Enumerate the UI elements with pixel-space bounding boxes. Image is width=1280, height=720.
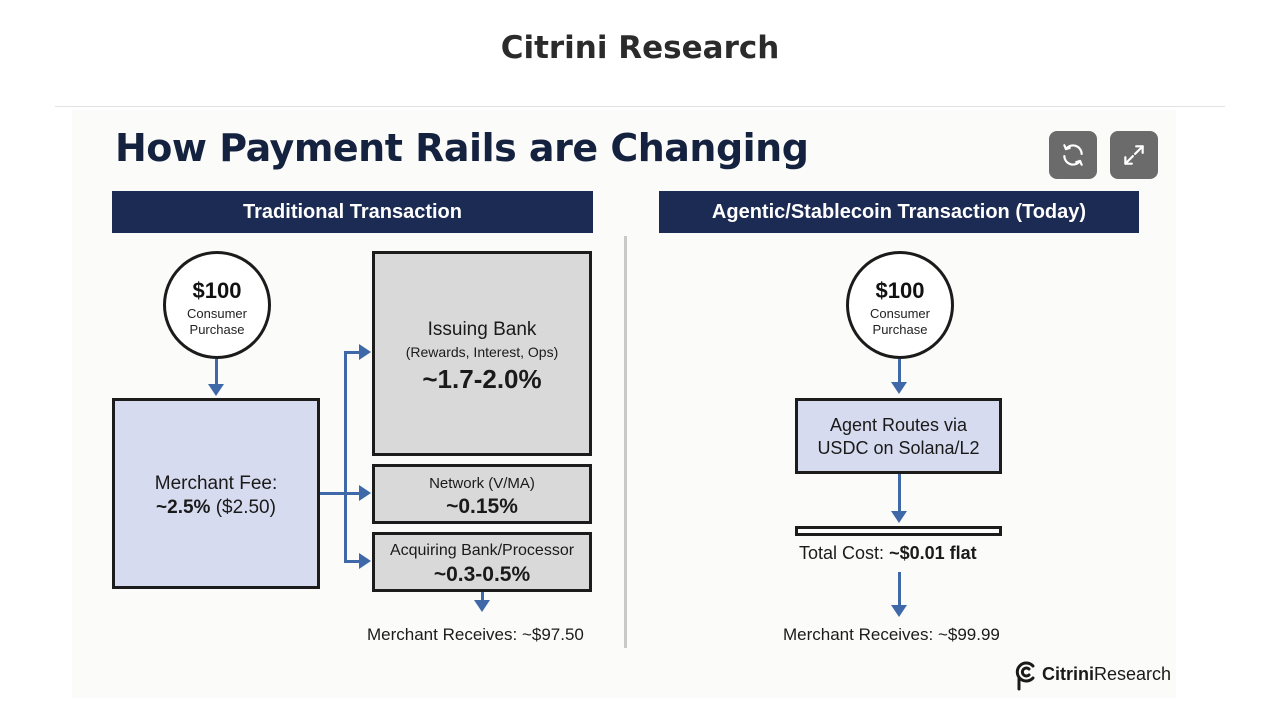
network-name: Network (V/MA) xyxy=(429,475,535,492)
acquiring-name: Acquiring Bank/Processor xyxy=(389,542,575,559)
route-line1: Agent Routes via xyxy=(829,415,968,435)
flow-arrow xyxy=(898,572,901,606)
flow-arrow xyxy=(344,560,360,563)
agentic-header: Agentic/Stablecoin Transaction (Today) xyxy=(659,191,1139,233)
column-divider xyxy=(624,236,627,648)
purchase-label: Consumer Purchase xyxy=(187,306,247,337)
purchase-amount: $100 xyxy=(192,278,242,303)
expand-button[interactable] xyxy=(1110,131,1158,179)
merchant-fee-box: Merchant Fee: ~2.5% ($2.50) xyxy=(112,398,320,589)
logo-text: CitriniResearch xyxy=(1042,664,1172,684)
merchant-fee-label: Merchant Fee: xyxy=(154,473,278,494)
merchant-fee-value: ~2.5% ($2.50) xyxy=(156,497,276,518)
flow-arrow xyxy=(215,359,218,385)
issuing-bank-detail: (Rewards, Interest, Ops) xyxy=(405,344,559,360)
route-line2: USDC on Solana/L2 xyxy=(817,438,980,458)
traditional-merchant-receives: Merchant Receives: ~$97.50 xyxy=(367,625,584,644)
arrow-head xyxy=(359,485,371,501)
flow-arrow xyxy=(344,352,347,562)
arrow-head xyxy=(891,511,907,523)
acquiring-box: Acquiring Bank/Processor ~0.3-0.5% xyxy=(372,532,592,592)
issuing-bank-name: Issuing Bank xyxy=(427,319,537,340)
agent-route-box: Agent Routes via USDC on Solana/L2 xyxy=(795,398,1002,474)
issuing-bank-box: Issuing Bank (Rewards, Interest, Ops) ~1… xyxy=(372,251,592,456)
purchase-amount: $100 xyxy=(875,278,925,303)
issuing-bank-value: ~1.7-2.0% xyxy=(422,364,542,394)
network-box: Network (V/MA) ~0.15% xyxy=(372,464,592,524)
flow-arrow xyxy=(898,474,901,512)
agentic-merchant-receives: Merchant Receives: ~$99.99 xyxy=(783,625,1000,644)
figure-title: How Payment Rails are Changing xyxy=(115,126,809,170)
flow-arrow xyxy=(898,359,901,383)
flow-arrow xyxy=(344,351,360,354)
refresh-button[interactable] xyxy=(1049,131,1097,179)
agentic-purchase-circle: $100 Consumer Purchase xyxy=(846,251,954,359)
arrow-head xyxy=(474,600,490,612)
citrini-logo-icon xyxy=(1015,661,1035,691)
header-divider xyxy=(55,106,1225,107)
traditional-purchase-circle: $100 Consumer Purchase xyxy=(163,251,271,359)
flow-arrow xyxy=(344,492,360,495)
purchase-label: Consumer Purchase xyxy=(870,306,930,337)
network-value: ~0.15% xyxy=(446,495,518,518)
total-cost: Total Cost: ~$0.01 flat xyxy=(799,543,977,563)
total-cost-bar xyxy=(795,526,1002,536)
arrow-head xyxy=(359,344,371,360)
expand-icon xyxy=(1124,145,1144,165)
traditional-header: Traditional Transaction xyxy=(112,191,593,233)
refresh-icon xyxy=(1063,144,1083,166)
arrow-head xyxy=(208,384,224,396)
flow-arrow xyxy=(481,592,484,600)
arrow-head xyxy=(891,605,907,617)
acquiring-value: ~0.3-0.5% xyxy=(433,563,531,586)
arrow-head xyxy=(891,382,907,394)
arrow-head xyxy=(359,553,371,569)
site-title: Citrini Research xyxy=(500,30,780,66)
flow-arrow xyxy=(320,492,346,495)
